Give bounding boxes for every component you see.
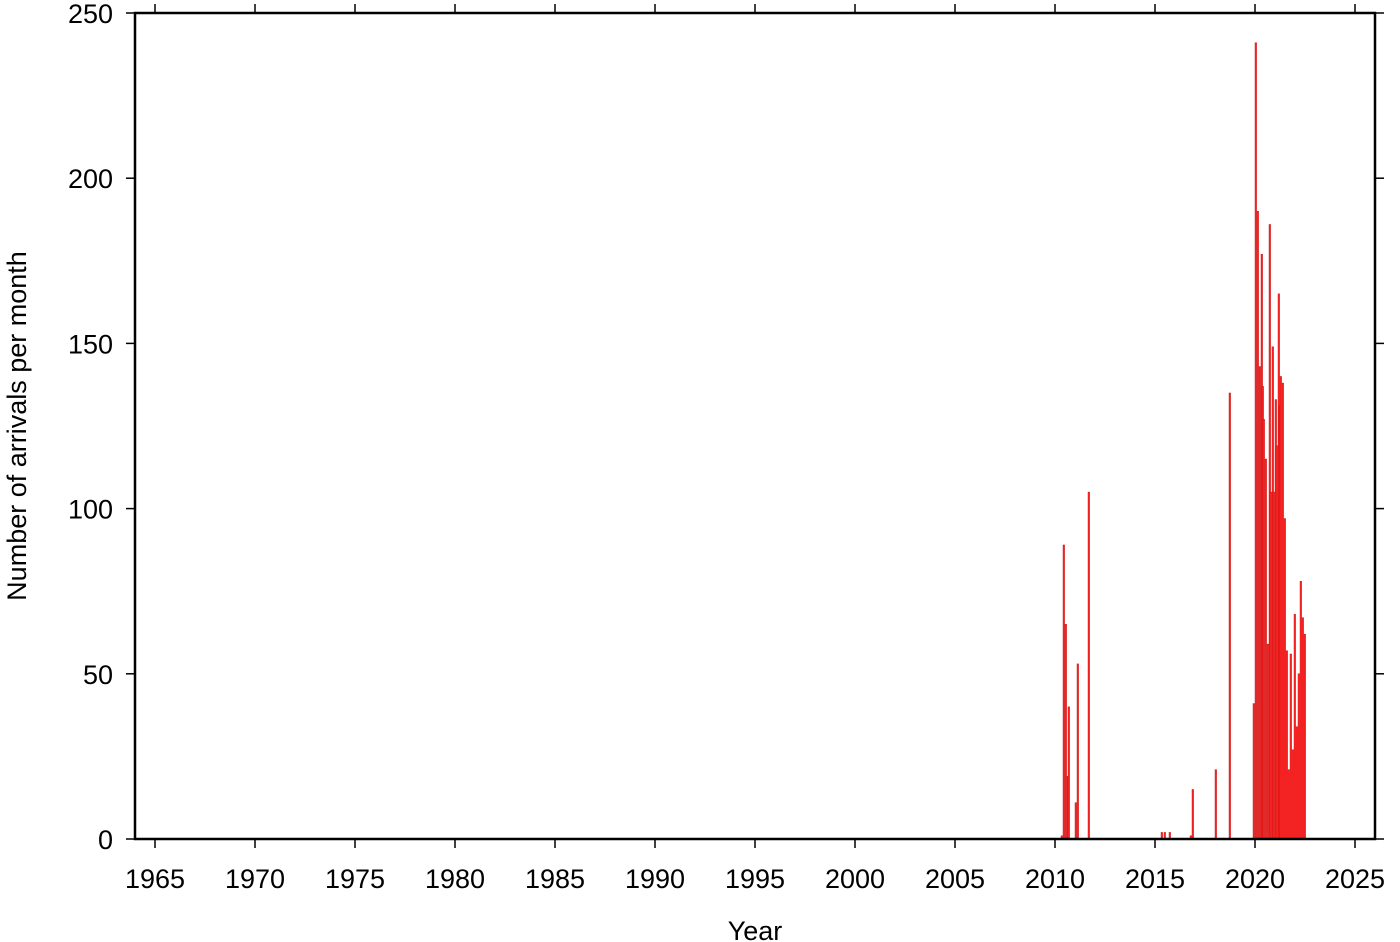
bar bbox=[1289, 653, 1292, 840]
bar bbox=[1062, 544, 1065, 840]
x-tick-label: 2005 bbox=[925, 864, 985, 894]
x-tick-label: 2025 bbox=[1325, 864, 1385, 894]
y-axis-title: Number of arrivals per month bbox=[2, 251, 32, 601]
y-tick-label: 150 bbox=[68, 329, 113, 359]
bar bbox=[1285, 650, 1288, 840]
x-tick-label: 1965 bbox=[125, 864, 185, 894]
bar bbox=[1264, 458, 1267, 840]
bar bbox=[1291, 749, 1294, 840]
bar bbox=[1214, 769, 1217, 840]
bar bbox=[1191, 789, 1194, 840]
x-tick-label: 1980 bbox=[425, 864, 485, 894]
bar bbox=[1266, 643, 1269, 840]
y-tick-label: 100 bbox=[68, 495, 113, 525]
bar bbox=[1067, 706, 1070, 840]
bar bbox=[1297, 673, 1300, 840]
bar bbox=[1299, 581, 1302, 840]
y-tick-label: 0 bbox=[98, 825, 113, 855]
bar bbox=[1279, 376, 1282, 840]
bar bbox=[1275, 445, 1278, 840]
bar bbox=[1256, 211, 1259, 840]
y-tick-label: 250 bbox=[68, 0, 113, 29]
bar bbox=[1283, 518, 1286, 840]
bar bbox=[1252, 703, 1255, 840]
bar bbox=[1269, 491, 1272, 840]
bar bbox=[1293, 614, 1296, 840]
bar bbox=[1258, 366, 1261, 840]
x-tick-label: 1985 bbox=[525, 864, 585, 894]
x-tick-label: 2020 bbox=[1225, 864, 1285, 894]
plot-frame bbox=[133, 11, 1377, 841]
x-tick-label: 2010 bbox=[1025, 864, 1085, 894]
bar bbox=[1272, 491, 1275, 840]
bar bbox=[1281, 382, 1284, 840]
bar bbox=[1287, 769, 1290, 840]
x-tick-label: 2000 bbox=[825, 864, 885, 894]
bar bbox=[1262, 419, 1265, 840]
bar bbox=[1303, 633, 1306, 840]
y-tick-label: 200 bbox=[68, 164, 113, 194]
bar bbox=[1076, 663, 1079, 840]
x-tick-label: 1995 bbox=[725, 864, 785, 894]
bar bbox=[1074, 802, 1077, 840]
bar bbox=[1301, 617, 1304, 840]
x-tick-label: 1975 bbox=[325, 864, 385, 894]
bar bbox=[1254, 42, 1257, 840]
bar bbox=[1064, 624, 1067, 840]
bar bbox=[1087, 491, 1090, 840]
x-axis-title: Year bbox=[728, 916, 783, 942]
x-tick-label: 2015 bbox=[1125, 864, 1185, 894]
x-tick-label: 1970 bbox=[225, 864, 285, 894]
bar bbox=[1228, 392, 1231, 840]
x-tick-label: 1990 bbox=[625, 864, 685, 894]
y-tick-label: 50 bbox=[83, 660, 113, 690]
bar bbox=[1295, 726, 1298, 840]
